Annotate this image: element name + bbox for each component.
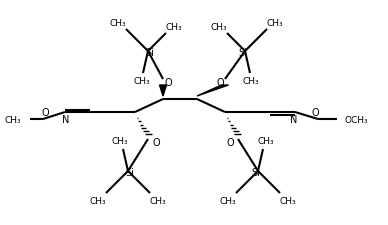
Text: CH₃: CH₃ — [90, 197, 106, 206]
Text: N: N — [290, 115, 298, 124]
Text: CH₃: CH₃ — [5, 116, 21, 125]
Text: O: O — [164, 78, 172, 88]
Text: O: O — [152, 137, 160, 147]
Text: CH₃: CH₃ — [134, 77, 150, 86]
Polygon shape — [197, 86, 229, 97]
Text: Si: Si — [146, 48, 154, 58]
Text: N: N — [62, 115, 70, 124]
Text: CH₃: CH₃ — [166, 23, 182, 32]
Text: CH₃: CH₃ — [280, 197, 296, 206]
Text: Si: Si — [126, 167, 134, 177]
Polygon shape — [159, 86, 166, 97]
Text: Si: Si — [251, 167, 260, 177]
Text: CH₃: CH₃ — [267, 19, 283, 28]
Text: O: O — [311, 108, 319, 117]
Text: OCH₃: OCH₃ — [344, 116, 368, 125]
Text: O: O — [216, 78, 224, 88]
Text: CH₃: CH₃ — [150, 197, 166, 206]
Text: Si: Si — [239, 48, 248, 58]
Text: CH₃: CH₃ — [258, 137, 274, 146]
Text: O: O — [41, 108, 49, 117]
Text: CH₃: CH₃ — [112, 137, 128, 146]
Text: CH₃: CH₃ — [211, 23, 227, 32]
Text: CH₃: CH₃ — [242, 77, 259, 86]
Text: CH₃: CH₃ — [220, 197, 236, 206]
Text: CH₃: CH₃ — [110, 19, 126, 28]
Text: O: O — [226, 137, 234, 147]
